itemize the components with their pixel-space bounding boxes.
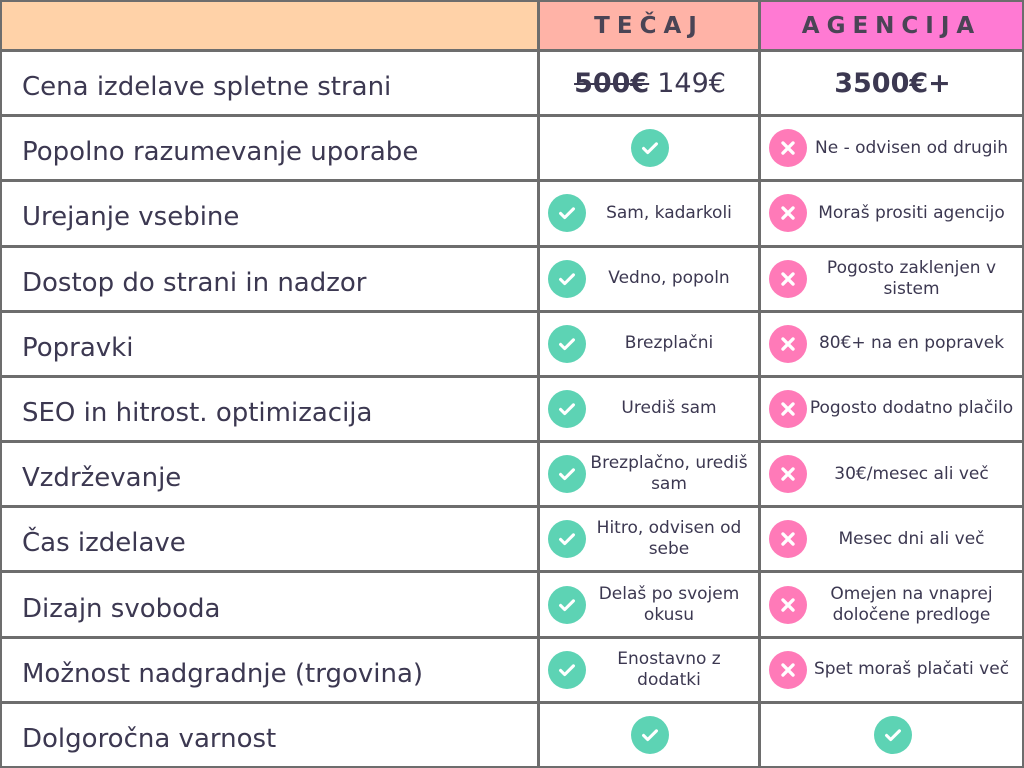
cross-icon [769,194,807,233]
tecaj-cell: Delaš po svojem okusu [540,573,758,636]
row-label: Popravki [2,312,537,375]
tecaj-text: Hitro, odvisen od sebe [596,518,742,560]
cross-icon [769,455,807,494]
check-icon [631,715,669,754]
row-label: SEO in hitrost. optimizacija [2,377,537,441]
agencija-cell: Omejen na vnaprej določene predloge [761,573,1022,636]
tecaj-text: Delaš po svojem okusu [598,583,740,625]
row-label: Vzdrževanje [2,443,537,506]
agencija-text: Omejen na vnaprej določene predloge [830,583,993,625]
agencija-cell: Pogosto dodatno plačilo [761,377,1022,441]
cross-icon [769,650,807,689]
tecaj-text: Brezplačno, urediš sam [590,453,748,495]
tecaj-cell: Hitro, odvisen od sebe [540,508,758,571]
tecaj-cell: Urediš sam [540,377,758,441]
header-blank [2,2,537,49]
tecaj-cell [540,117,758,180]
tecaj-cell: Brezplačno, urediš sam [540,443,758,506]
cross-icon [769,324,807,363]
tecaj-text: Brezplačni [624,333,714,354]
row-label: Dolgoročna varnost [2,703,537,766]
tecaj-cell: Enostavno z dodatki [540,638,758,701]
agencija-text: Pogosto zaklenjen v sistem [826,257,997,299]
agencija-text: Spet moraš plačati več [813,659,1010,680]
row-label: Dizajn svoboda [2,573,537,636]
tecaj-cell: Brezplačni [540,312,758,375]
old-price: 500€ [574,67,650,99]
tecaj-text: Sam, kadarkoli [606,202,732,223]
tecaj-text: Enostavno z dodatki [617,648,721,690]
header-tecaj-label: TEČAJ [594,12,704,39]
cross-icon [769,520,807,559]
row-label: Čas izdelave [2,508,537,571]
agencija-text: 80€+ na en popravek [818,333,1005,354]
row-label: Dostop do strani in nadzor [2,247,537,310]
check-icon [548,455,586,494]
tecaj-cell: Sam, kadarkoli [540,182,758,245]
agencija-text: Mesec dni ali več [838,528,985,549]
tecaj-price: 500€ 149€ [574,68,726,99]
agencija-cell: Mesec dni ali več [761,508,1022,571]
check-icon [548,194,586,233]
cross-icon [769,389,807,428]
cross-icon [769,259,807,298]
agencija-text: Pogosto dodatno plačilo [809,398,1014,419]
tecaj-text: Urediš sam [621,398,717,419]
tecaj-cell [540,703,758,766]
row-label: Cena izdelave spletne strani [2,52,537,115]
cross-icon [769,129,807,168]
agencija-text: 30€/mesec ali več [834,463,989,484]
tecaj-price-cell: 500€ 149€ [540,52,758,115]
check-icon [548,585,586,624]
agencija-cell [761,703,1022,766]
check-icon [548,389,586,428]
row-label: Urejanje vsebine [2,182,537,245]
header-tecaj: TEČAJ [540,2,758,49]
tecaj-cell: Vedno, popoln [540,247,758,310]
check-icon [548,259,586,298]
header-agencija-label: AGENCIJA [801,12,982,39]
agencija-cell: Pogosto zaklenjen v sistem [761,247,1022,310]
row-label: Možnost nadgradnje (trgovina) [2,638,537,701]
check-icon [548,650,586,689]
check-icon [873,715,912,754]
cross-icon [769,585,807,624]
tecaj-text: Vedno, popoln [608,268,730,289]
agencija-cell: Moraš prositi agencijo [761,182,1022,245]
agencija-text: Moraš prositi agencijo [818,202,1005,223]
agencija-text: Ne - odvisen od drugih [814,137,1009,158]
agencija-cell: Ne - odvisen od drugih [761,117,1022,180]
agencija-price-cell: 3500€+ [761,52,1022,115]
agencija-cell: 80€+ na en popravek [761,312,1022,375]
agencija-cell: Spet moraš plačati več [761,638,1022,701]
check-icon [548,324,586,363]
agencija-cell: 30€/mesec ali več [761,443,1022,506]
row-label: Popolno razumevanje uporabe [2,117,537,180]
header-agencija: AGENCIJA [761,2,1022,49]
check-icon [631,129,669,168]
new-price: 149€ [657,67,726,99]
check-icon [548,520,586,559]
agencija-price: 3500€+ [834,67,951,99]
